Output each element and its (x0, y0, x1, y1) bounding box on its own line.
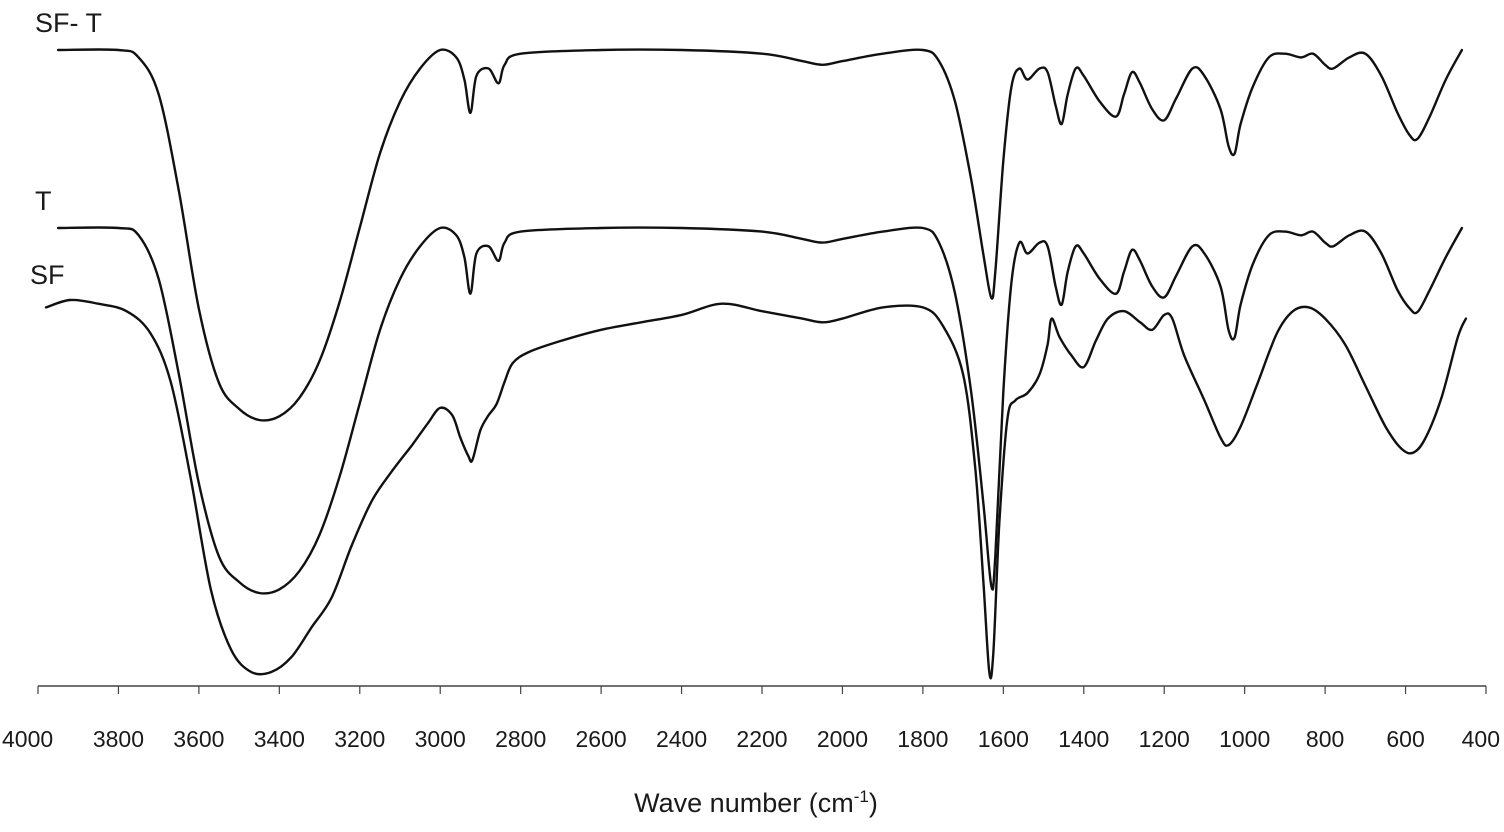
x-tick-label-2000: 2000 (817, 726, 868, 752)
x-tick-label-2400: 2400 (656, 726, 707, 752)
x-tick-label-3600: 3600 (173, 726, 224, 752)
x-tick-label-800: 800 (1306, 726, 1344, 752)
x-tick-label-600: 600 (1386, 726, 1424, 752)
x-tick-label-1200: 1200 (1139, 726, 1190, 752)
x-tick-label-1600: 1600 (978, 726, 1029, 752)
x-axis-title-main: Wave number (cm (634, 788, 854, 818)
x-tick-label-3800: 3800 (93, 726, 144, 752)
series-label-sf-t: SF- T (35, 8, 102, 38)
x-tick-label-400: 400 (1462, 726, 1500, 752)
x-axis-ticks (37, 686, 1487, 694)
x-tick-label-2600: 2600 (576, 726, 627, 752)
x-tick-label-4000: 4000 (2, 726, 53, 752)
series-line-sf (44, 298, 1468, 680)
x-axis-title-superscript: -1 (854, 787, 869, 806)
x-axis-tick-labels: 4000 3800 3600 3400 3200 3000 2800 2600 2400 2200… (2, 726, 1500, 752)
x-axis-title: Wave number (cm-1) (634, 787, 878, 818)
x-tick-label-3400: 3400 (254, 726, 305, 752)
x-axis-title-suffix: ) (869, 788, 878, 818)
x-tick-label-1800: 1800 (897, 726, 948, 752)
x-tick-label-1000: 1000 (1219, 726, 1270, 752)
series-label-t: T (35, 186, 52, 216)
spectrum-traces (44, 48, 1468, 680)
x-tick-label-3000: 3000 (415, 726, 466, 752)
x-tick-label-2800: 2800 (495, 726, 546, 752)
series-line-sf-t (56, 48, 1464, 422)
series-line-t (56, 226, 1464, 595)
series-label-sf: SF (30, 260, 65, 290)
x-tick-label-3200: 3200 (334, 726, 385, 752)
x-tick-label-2200: 2200 (736, 726, 787, 752)
x-tick-label-1400: 1400 (1058, 726, 1109, 752)
